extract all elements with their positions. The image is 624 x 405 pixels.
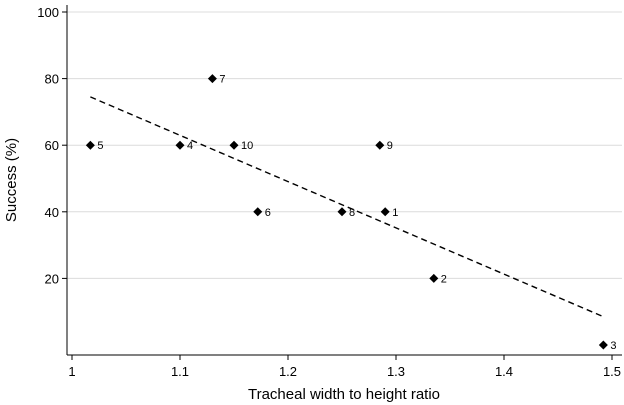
data-point-marker	[380, 207, 390, 217]
data-point-marker	[253, 207, 263, 217]
data-point-label: 3	[610, 340, 616, 352]
data-point-marker	[85, 140, 95, 150]
y-axis-title: Success (%)	[3, 138, 20, 222]
data-point-label: 7	[219, 74, 225, 86]
data-point-marker	[229, 140, 239, 150]
grid-lines	[67, 11, 622, 279]
fit-line-group	[90, 96, 604, 318]
data-points: 5 4 7 10 6 8 9 1 2 3	[85, 74, 616, 352]
data-point-marker	[175, 140, 185, 150]
data-point-label: 4	[187, 140, 193, 152]
data-point-label: 9	[387, 140, 393, 152]
x-tick-label: 1.5	[603, 364, 621, 379]
y-tick-label: 100	[37, 5, 59, 20]
y-tick-label: 20	[45, 271, 59, 286]
x-tick-label: 1.2	[279, 364, 297, 379]
data-point-label: 5	[97, 140, 103, 152]
y-tick-label: 60	[45, 138, 59, 153]
x-ticks: 1 1.1 1.2 1.3 1.4 1.5	[68, 355, 621, 379]
x-tick-label: 1.4	[495, 364, 513, 379]
data-point-marker	[429, 273, 439, 283]
data-point-label: 6	[265, 207, 271, 219]
data-point-label: 8	[349, 207, 355, 219]
x-tick-label: 1	[68, 364, 75, 379]
x-tick-label: 1.1	[171, 364, 189, 379]
data-point-marker	[207, 74, 217, 84]
fit-line	[90, 96, 604, 318]
data-point-marker	[598, 340, 608, 350]
data-point-marker	[375, 140, 385, 150]
y-ticks: 20 40 60 80 100	[37, 5, 67, 286]
data-point-label: 1	[392, 207, 398, 219]
x-axis-title: Tracheal width to height ratio	[248, 386, 440, 403]
y-tick-label: 80	[45, 72, 59, 87]
data-point-marker	[337, 207, 347, 217]
x-tick-label: 1.3	[387, 364, 405, 379]
data-point-label: 10	[241, 140, 253, 152]
axes	[66, 5, 622, 356]
data-point-label: 2	[441, 273, 447, 285]
y-tick-label: 40	[45, 205, 59, 220]
